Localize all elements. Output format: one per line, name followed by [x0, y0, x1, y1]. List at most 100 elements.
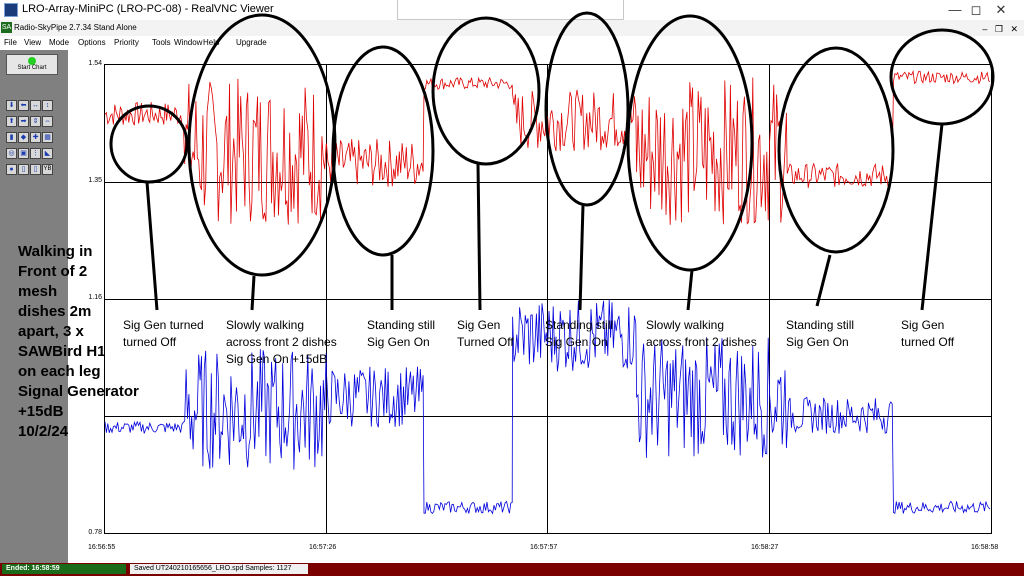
- expand-horizontal-icon[interactable]: ↔: [30, 100, 41, 111]
- skypipe-app-icon: SA: [1, 22, 12, 33]
- annotation-line: Sig Gen On: [367, 335, 430, 349]
- overlay-line: +15dB: [18, 403, 64, 420]
- overlay-line: on each leg: [18, 363, 101, 380]
- x-tick-label: 16:58:27: [751, 544, 779, 551]
- scroll-right-icon[interactable]: ➡: [18, 116, 29, 127]
- y-tick-label: 0.78: [88, 529, 102, 536]
- annotation-label: Standing still Sig Gen On: [786, 317, 854, 351]
- start-chart-label: Start Chart: [17, 65, 47, 71]
- menu-item-tools[interactable]: Tools: [152, 38, 171, 47]
- annotation-pointer-line: [920, 123, 944, 311]
- menu-item-options[interactable]: Options: [78, 38, 106, 47]
- annotation-line: Slowly walking: [646, 318, 725, 332]
- x-tick-label: 16:56:55: [88, 544, 116, 551]
- highlight-ellipse: [431, 16, 541, 166]
- annotation-label: Sig Gen turned Off: [901, 317, 954, 351]
- highlight-ellipse: [544, 11, 630, 207]
- y-tick-label: 1.35: [88, 177, 102, 184]
- diamond-icon[interactable]: ◆: [18, 132, 29, 143]
- signal-trace-blue: [104, 299, 991, 515]
- scroll-left-icon[interactable]: ⬅: [18, 100, 29, 111]
- record-icon[interactable]: ●: [6, 164, 17, 175]
- highlight-ellipse: [331, 45, 435, 257]
- menu-item-mode[interactable]: Mode: [49, 38, 70, 47]
- annotation-label: Slowly walking across front 2 dishes: [646, 317, 757, 351]
- maximize-icon[interactable]: ◻: [970, 2, 982, 17]
- marker-icon[interactable]: ▮: [6, 132, 17, 143]
- scroll-up-icon[interactable]: ⬆: [6, 116, 17, 127]
- expand-vertical-icon[interactable]: ↕: [42, 100, 53, 111]
- overlay-line: apart, 3 x: [18, 323, 84, 340]
- annotation-line: Slowly walking: [226, 318, 305, 332]
- vnc-app-icon: [4, 3, 18, 17]
- annotation-line: Sig Gen On: [545, 335, 608, 349]
- menu-item-help[interactable]: Help: [203, 38, 220, 47]
- target-icon[interactable]: ◎: [6, 148, 17, 159]
- menu-item-file[interactable]: File: [4, 38, 17, 47]
- note-icon[interactable]: ▯: [18, 164, 29, 175]
- y-tick-label: 1.16: [88, 294, 102, 301]
- status-saved: Saved UT240210165656_LRO.spd Samples: 11…: [130, 564, 308, 574]
- annotation-line: Sig Gen: [457, 318, 501, 332]
- crosshair-icon[interactable]: ✚: [30, 132, 41, 143]
- mdi-window-buttons[interactable]: – ❐ ✕: [982, 24, 1018, 34]
- annotation-line: across front 2 dishes: [226, 335, 337, 349]
- annotation-pointer-line: [686, 269, 694, 311]
- overlay-line: Signal Generator: [18, 383, 139, 400]
- status-ended: Ended: 16:58:59: [2, 564, 126, 574]
- start-indicator-icon: [28, 57, 36, 65]
- close-icon[interactable]: ✕: [995, 2, 1007, 17]
- compress-horizontal-icon[interactable]: ⇔: [42, 116, 53, 127]
- overlay-line: Front of 2: [18, 263, 88, 280]
- window-title: LRO-Array-MiniPC (LRO-PC-08) - RealVNC V…: [22, 3, 274, 15]
- menu-item-window[interactable]: Window: [174, 38, 203, 47]
- app-name: Radio-SkyPipe 2.7.34 Stand Alone: [14, 23, 137, 32]
- frame-icon[interactable]: ▣: [18, 148, 29, 159]
- y-tick-label: 1.54: [88, 60, 102, 67]
- gridline-vertical: [547, 65, 548, 533]
- x-tick-label: 16:58:58: [971, 544, 999, 551]
- gridline-horizontal: [105, 416, 991, 417]
- annotation-pointer-line: [815, 254, 832, 307]
- menu-item-view[interactable]: View: [24, 38, 42, 47]
- menu-item-upgrade[interactable]: Upgrade: [236, 38, 267, 47]
- x-tick-label: 16:57:57: [530, 544, 558, 551]
- annotation-line: Sig Gen: [901, 318, 945, 332]
- overlay-line: 10/2/24: [18, 423, 69, 440]
- annotation-line: across front 2 dishes: [646, 335, 757, 349]
- annotation-pointer-line: [476, 163, 482, 311]
- compress-vertical-icon[interactable]: ⇕: [30, 116, 41, 127]
- annotation-pointer-line: [145, 181, 159, 311]
- triangle-icon[interactable]: ◣: [42, 148, 53, 159]
- annotation-label: Standing still Sig Gen On: [545, 317, 613, 351]
- start-chart-button[interactable]: Start Chart: [6, 54, 58, 75]
- highlight-ellipse: [777, 46, 895, 254]
- annotation-line: Standing still: [367, 318, 436, 332]
- x-tick-label: 16:57:26: [309, 544, 337, 551]
- highlight-ellipse: [109, 104, 189, 184]
- annotation-line: Standing still: [545, 318, 614, 332]
- annotation-line: Sig Gen turned: [123, 318, 204, 332]
- grid-icon[interactable]: ▦: [42, 132, 53, 143]
- annotation-label: Standing still Sig Gen On: [367, 317, 435, 351]
- yb-button[interactable]: YB: [42, 164, 53, 175]
- annotation-label: Sig Gen Turned Off: [457, 317, 514, 351]
- vnc-toolbar-tab[interactable]: [397, 0, 624, 20]
- scroll-down-icon[interactable]: ⬇: [6, 100, 17, 111]
- menu-item-priority[interactable]: Priority: [114, 38, 139, 47]
- highlight-ellipse: [187, 13, 337, 277]
- gridline-vertical: [326, 65, 327, 533]
- annotation-line: turned Off: [901, 335, 955, 349]
- gridline-horizontal: [105, 182, 991, 183]
- overlay-line: SAWBird H1: [18, 343, 106, 360]
- annotation-line: Sig Gen On +15dB: [226, 352, 328, 366]
- annotation-pointer-line: [578, 204, 585, 311]
- dots-icon[interactable]: ⋮: [30, 148, 41, 159]
- overlay-line: Walking in: [18, 243, 93, 260]
- gridline-horizontal: [105, 299, 991, 300]
- annotation-pointer-line: [250, 275, 256, 311]
- minimize-icon[interactable]: —: [948, 2, 962, 17]
- overlay-description: Walking in Front of 2 mesh dishes 2m apart, …: [18, 242, 178, 442]
- blank-icon[interactable]: ▯: [30, 164, 41, 175]
